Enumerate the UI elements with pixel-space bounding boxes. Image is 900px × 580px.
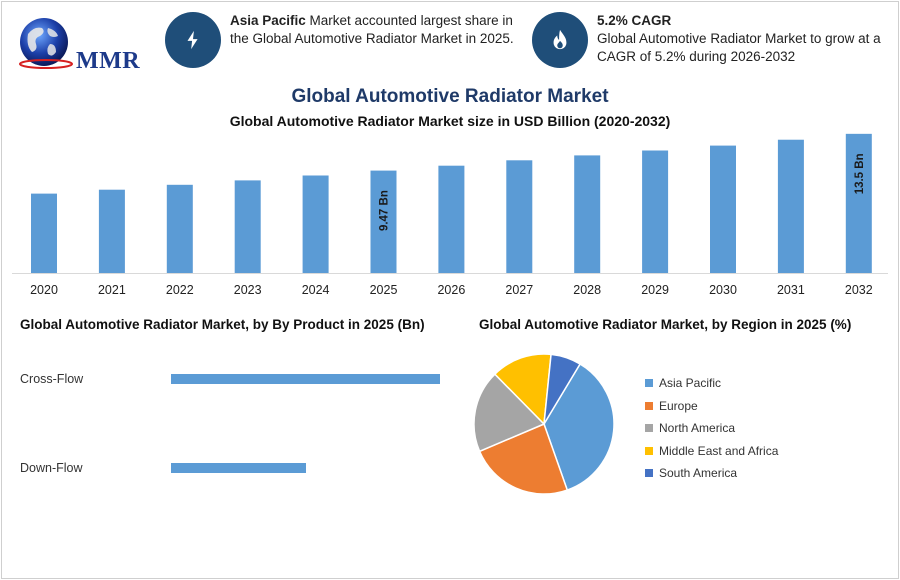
legend-label: Asia Pacific — [659, 376, 722, 391]
x-tick-label: 2029 — [641, 283, 669, 297]
globe-icon — [19, 18, 73, 69]
legend-swatch — [645, 424, 653, 433]
legend-label: North America — [659, 421, 736, 436]
legend-swatch — [645, 401, 653, 410]
market-size-bar-chart: 2020 2021 2022 2023 2024 2025 9.47 Bn 2026 2027 2… — [12, 133, 888, 297]
data-label: 13.5 Bn — [854, 153, 866, 194]
x-tick-label: 2030 — [709, 283, 737, 297]
legend-item: Asia Pacific — [645, 372, 778, 395]
bar-2028 — [574, 155, 601, 273]
pie-slice-europe — [478, 422, 569, 495]
bar-2023 — [234, 180, 261, 273]
legend-label: Europe — [659, 398, 698, 413]
x-tick-label: 2021 — [98, 283, 126, 297]
info-card-region-text: Asia Pacific Market accounted largest sh… — [230, 13, 514, 46]
bar-2020 — [31, 193, 57, 273]
mmr-logo: MMR — [14, 14, 144, 78]
legend-item: Middle East and Africa — [645, 440, 778, 463]
fire-icon — [532, 12, 588, 68]
x-tick-label: 2026 — [437, 283, 465, 297]
bar-2031 — [777, 139, 804, 273]
x-tick-label: 2023 — [234, 283, 262, 297]
legend-swatch — [645, 446, 653, 455]
product-chart-title: Global Automotive Radiator Market, by By… — [20, 317, 425, 332]
x-tick-label: 2020 — [30, 283, 58, 297]
x-tick-label: 2022 — [166, 283, 194, 297]
data-label: 9.47 Bn — [379, 190, 391, 231]
pie-slice-south-america — [543, 353, 582, 425]
main-title: Global Automotive Radiator Market — [291, 86, 609, 107]
legend-item: South America — [645, 462, 778, 485]
legend-item: Europe — [645, 395, 778, 418]
bar-2024 — [302, 175, 329, 273]
product-bar-down-flow — [171, 463, 306, 473]
x-tick-label: 2031 — [777, 283, 805, 297]
legend-label: South America — [659, 466, 738, 481]
product-bar-cross-flow — [171, 374, 440, 384]
legend-swatch — [645, 469, 653, 478]
product-label: Cross-Flow — [20, 372, 84, 386]
bar-2027 — [506, 160, 533, 273]
product-label: Down-Flow — [20, 461, 83, 475]
x-tick-label: 2024 — [302, 283, 330, 297]
legend-label: Middle East and Africa — [659, 443, 779, 458]
bar-2026 — [438, 165, 465, 273]
bar-2022 — [166, 184, 193, 273]
info-card-cagr-text: 5.2% CAGR Global Automotive Radiator Mark… — [597, 13, 881, 64]
region-legend: Asia Pacific Europe North America Middle Ea… — [645, 372, 778, 485]
legend-swatch — [645, 379, 653, 388]
bar-2032 — [845, 133, 872, 273]
x-tick-label: 2028 — [573, 283, 601, 297]
pie-slice-middle-east-and-africa — [493, 353, 552, 426]
bar-2029 — [642, 150, 669, 273]
bar-2030 — [710, 145, 736, 273]
region-pie-chart — [473, 353, 615, 495]
x-tick-label: 2025 — [370, 283, 398, 297]
x-tick-label: 2032 — [845, 283, 873, 297]
logo-text: MMR — [76, 48, 141, 74]
legend-item: North America — [645, 417, 778, 440]
bar-chart-title: Global Automotive Radiator Market size i… — [229, 113, 671, 129]
info-card-cagr: 5.2% CAGR Global Automotive Radiator Mark… — [532, 12, 892, 68]
bar-2021 — [98, 189, 125, 273]
region-chart-title: Global Automotive Radiator Market, by Re… — [479, 317, 852, 332]
info-card-region: Asia Pacific Market accounted largest sh… — [165, 12, 520, 68]
pie-slice-north-america — [473, 373, 546, 453]
lightning-icon — [165, 12, 221, 68]
x-tick-label: 2027 — [505, 283, 533, 297]
bar-2025 — [370, 170, 397, 273]
